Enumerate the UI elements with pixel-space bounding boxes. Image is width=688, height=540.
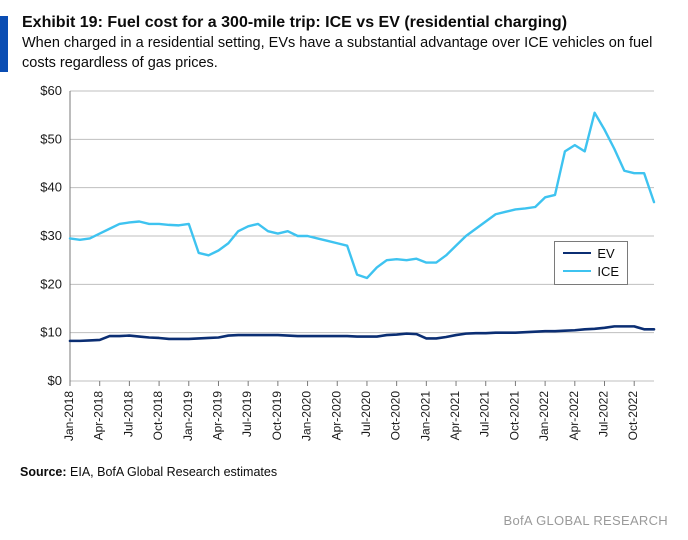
svg-text:Jul-2021: Jul-2021 [478, 391, 492, 437]
source-label: Source: [20, 465, 67, 479]
svg-text:Jan-2019: Jan-2019 [181, 391, 195, 441]
svg-text:Oct-2019: Oct-2019 [270, 391, 284, 441]
svg-text:Jan-2018: Jan-2018 [62, 391, 76, 441]
svg-text:$0: $0 [48, 373, 62, 388]
svg-text:Jul-2019: Jul-2019 [240, 391, 254, 437]
svg-text:Apr-2018: Apr-2018 [92, 391, 106, 441]
svg-text:Apr-2021: Apr-2021 [448, 391, 462, 441]
legend: EV ICE [554, 241, 628, 285]
legend-label: EV [597, 246, 614, 261]
svg-text:Oct-2020: Oct-2020 [389, 391, 403, 441]
svg-text:$20: $20 [40, 276, 62, 291]
svg-text:Apr-2020: Apr-2020 [329, 391, 343, 441]
svg-text:$30: $30 [40, 228, 62, 243]
footer-brand: BofA GLOBAL RESEARCH [504, 513, 668, 528]
svg-text:Jan-2020: Jan-2020 [300, 391, 314, 441]
exhibit-title: Exhibit 19: Fuel cost for a 300-mile tri… [22, 14, 668, 32]
exhibit-container: Exhibit 19: Fuel cost for a 300-mile tri… [0, 0, 688, 540]
svg-text:Oct-2021: Oct-2021 [507, 391, 521, 441]
svg-text:Oct-2018: Oct-2018 [151, 391, 165, 441]
svg-text:Apr-2019: Apr-2019 [210, 391, 224, 441]
exhibit-subtitle: When charged in a residential setting, E… [22, 34, 668, 73]
svg-text:Jul-2022: Jul-2022 [597, 391, 611, 437]
source-line: Source: EIA, BofA Global Research estima… [20, 465, 668, 479]
svg-text:Jul-2018: Jul-2018 [121, 391, 135, 437]
svg-text:Jul-2020: Jul-2020 [359, 391, 373, 437]
line-chart: $0 $10 $20 $30 $40 $50 $60 Jan-2018 Apr-2018 Jul-… [20, 81, 668, 459]
svg-text:$60: $60 [40, 83, 62, 98]
svg-text:Jan-2022: Jan-2022 [537, 391, 551, 441]
svg-text:$50: $50 [40, 131, 62, 146]
svg-text:$40: $40 [40, 180, 62, 195]
legend-swatch [563, 270, 591, 272]
svg-text:Jan-2021: Jan-2021 [418, 391, 432, 441]
legend-swatch [563, 252, 591, 254]
source-text: EIA, BofA Global Research estimates [70, 465, 277, 479]
legend-label: ICE [597, 264, 619, 279]
accent-bar [0, 16, 8, 72]
legend-item: EV [563, 244, 619, 262]
legend-item: ICE [563, 262, 619, 280]
svg-text:Apr-2022: Apr-2022 [567, 391, 581, 441]
svg-text:Oct-2022: Oct-2022 [626, 391, 640, 441]
svg-text:$10: $10 [40, 325, 62, 340]
